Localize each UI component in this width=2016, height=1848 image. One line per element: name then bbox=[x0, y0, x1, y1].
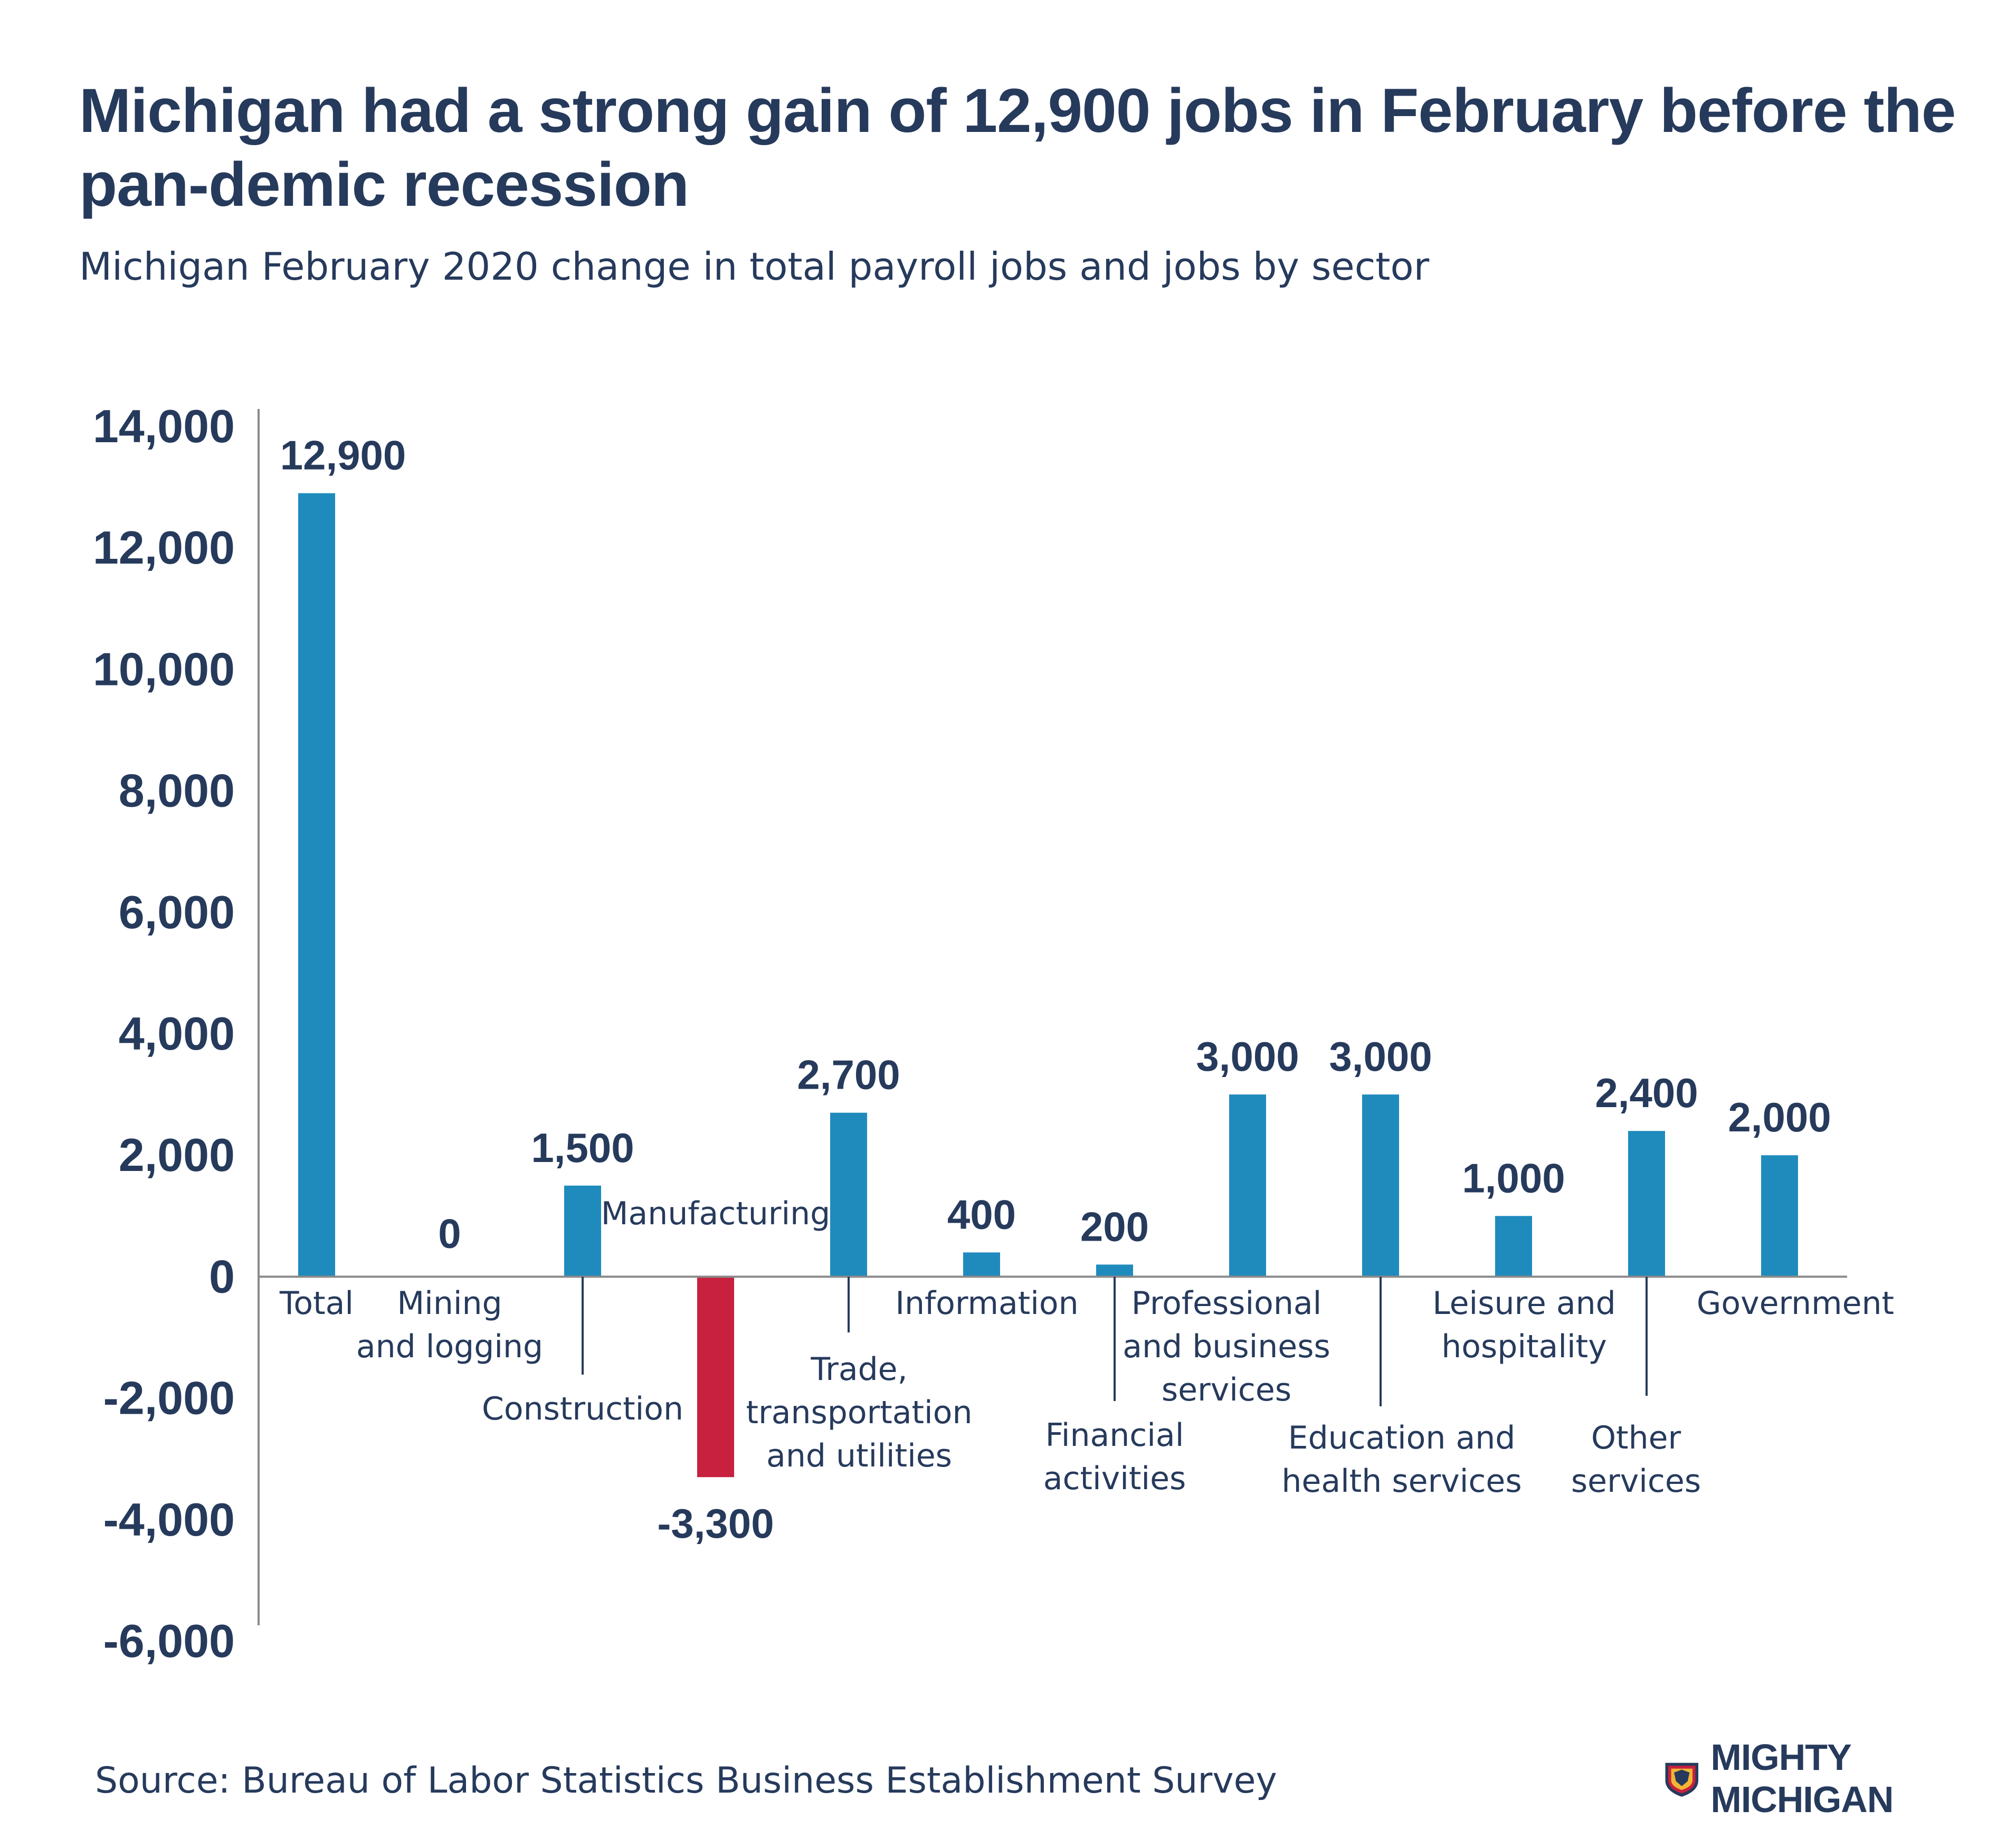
category-label: Mining and logging bbox=[356, 1285, 543, 1365]
category-label: Professional and business services bbox=[1123, 1285, 1330, 1408]
axes bbox=[258, 409, 1847, 1625]
bar bbox=[298, 493, 335, 1277]
bar-value-label: 2,000 bbox=[1728, 1094, 1831, 1140]
bar bbox=[1362, 1094, 1399, 1277]
chart-subtitle: Michigan February 2020 change in total p… bbox=[79, 244, 1430, 289]
bar bbox=[564, 1185, 601, 1277]
bar-value-label: 400 bbox=[947, 1191, 1016, 1237]
bar bbox=[963, 1252, 1000, 1277]
bar-value-label: 12,900 bbox=[280, 432, 406, 479]
y-tick-label: 14,000 bbox=[93, 400, 235, 452]
brand-name: MIGHTY MICHIGAN bbox=[1710, 1737, 1894, 1820]
bar bbox=[1761, 1155, 1798, 1277]
bar bbox=[1628, 1131, 1665, 1277]
category-label: Total bbox=[279, 1285, 354, 1322]
category-label: Other services bbox=[1571, 1420, 1701, 1500]
brand: MIGHTY MICHIGAN bbox=[1662, 1737, 2016, 1820]
bar bbox=[1495, 1216, 1532, 1277]
bar-value-label: 200 bbox=[1080, 1203, 1149, 1250]
bar-value-label: 2,400 bbox=[1595, 1070, 1698, 1116]
bar-value-label: 1,000 bbox=[1462, 1155, 1565, 1201]
y-axis-ticks: 14,000 12,000 10,000 8,000 6,000 4,000 2,000 0 -… bbox=[93, 400, 235, 1667]
bar bbox=[697, 1277, 734, 1478]
bar bbox=[1096, 1264, 1133, 1277]
bar-chart: 14,000 12,000 10,000 8,000 6,000 4,000 2,000 0 -… bbox=[93, 400, 1894, 1667]
bar-value-label: 1,500 bbox=[531, 1125, 634, 1171]
y-tick-label: -6,000 bbox=[103, 1615, 235, 1667]
y-tick-label: 6,000 bbox=[119, 886, 235, 938]
bar bbox=[830, 1112, 867, 1277]
y-tick-label: -4,000 bbox=[103, 1493, 235, 1546]
category-label: Manufacturing bbox=[601, 1195, 830, 1232]
y-tick-label: -2,000 bbox=[103, 1372, 235, 1424]
source-note: Source: Bureau of Labor Statistics Busin… bbox=[95, 1760, 1277, 1802]
bar-value-label: 0 bbox=[438, 1210, 461, 1256]
bars bbox=[298, 493, 1798, 1478]
category-label: Government bbox=[1697, 1285, 1894, 1322]
michigan-shield-logo-icon bbox=[1665, 1763, 1699, 1797]
bar-value-label: 3,000 bbox=[1196, 1033, 1299, 1080]
chart-title: Michigan had a strong gain of 12,900 job… bbox=[79, 76, 1956, 220]
y-tick-label: 8,000 bbox=[119, 765, 235, 817]
category-label: Financial activities bbox=[1043, 1417, 1186, 1497]
category-label: Trade, transportation and utilities bbox=[746, 1351, 973, 1474]
y-tick-label: 4,000 bbox=[119, 1007, 235, 1060]
bar bbox=[1229, 1094, 1266, 1277]
y-tick-label: 2,000 bbox=[119, 1129, 235, 1181]
bar-value-label: 2,700 bbox=[797, 1052, 900, 1098]
value-labels: 12,900 0 1,500 -3,300 2,700 400 200 3,000 3,000 1… bbox=[280, 432, 1831, 1547]
y-tick-label: 12,000 bbox=[93, 521, 235, 574]
y-tick-label: 10,000 bbox=[93, 643, 235, 695]
category-label: Leisure and hospitality bbox=[1432, 1285, 1615, 1365]
label-leader-lines bbox=[582, 1277, 1648, 1406]
bar-value-label: 3,000 bbox=[1329, 1033, 1432, 1080]
category-label: Information bbox=[895, 1285, 1078, 1322]
category-label: Construction bbox=[482, 1390, 683, 1427]
y-tick-label: 0 bbox=[209, 1250, 235, 1302]
category-labels: Total Mining and logging Construction Manufa… bbox=[279, 1195, 1894, 1500]
bar-value-label: -3,300 bbox=[657, 1500, 774, 1547]
category-label: Education and health services bbox=[1281, 1420, 1521, 1500]
